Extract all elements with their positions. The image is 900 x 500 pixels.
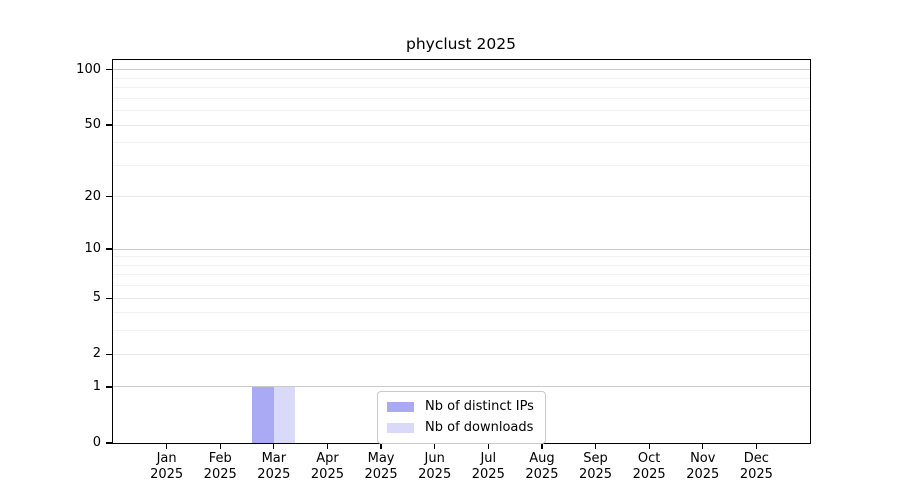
y-gridline	[113, 386, 810, 388]
legend-item-downloads: Nb of downloads	[387, 420, 534, 436]
x-tick-month: Feb	[208, 451, 232, 466]
y-tick-mark	[106, 353, 112, 355]
x-tick-month: Mar	[261, 451, 287, 466]
x-tick-month: Dec	[743, 451, 769, 466]
x-tick-mark	[594, 443, 597, 449]
legend-label-distinct-ips: Nb of distinct IPs	[425, 399, 534, 414]
chart-title: phyclust 2025	[405, 35, 516, 53]
x-tick-mark	[273, 443, 275, 449]
legend-swatch-distinct-ips-icon	[387, 402, 414, 412]
bars-layer	[113, 60, 810, 443]
y-gridline	[113, 248, 810, 250]
y-tick-label: 10	[84, 241, 101, 257]
y-tick-label: 2	[92, 346, 101, 362]
x-tick-mark	[380, 443, 382, 449]
x-tick-year: 2025	[686, 466, 720, 482]
y-gridline-minor	[113, 285, 810, 287]
x-tick-mark	[755, 443, 757, 449]
y-gridline	[113, 196, 810, 198]
y-gridline-minor	[113, 77, 810, 79]
x-tick-label: Dec 2025	[724, 451, 788, 482]
bar-nb-of-distinct-ips	[252, 386, 274, 443]
x-tick-year: 2025	[471, 466, 505, 482]
y-tick-mark	[106, 297, 112, 299]
y-gridline	[113, 353, 810, 355]
y-tick-mark	[106, 248, 112, 250]
x-tick-label: Aug 2025	[510, 451, 574, 482]
y-tick-label: 5	[92, 290, 101, 306]
x-tick-mark	[219, 443, 221, 449]
x-tick-mark	[434, 443, 436, 449]
y-tick-mark	[106, 196, 112, 198]
x-tick-month: Jan	[156, 451, 177, 466]
y-gridline	[113, 124, 810, 126]
x-tick-mark	[166, 443, 168, 449]
x-tick-year: 2025	[203, 466, 237, 482]
y-tick-label: 100	[76, 61, 101, 77]
x-tick-year: 2025	[310, 466, 344, 482]
y-gridline-minor	[113, 256, 810, 258]
gridlines-layer	[113, 60, 810, 443]
x-tick-month: Aug	[529, 451, 555, 466]
x-tick-month: Nov	[690, 451, 716, 466]
legend: Nb of distinct IPs Nb of downloads	[377, 391, 546, 444]
x-tick-year: 2025	[418, 466, 452, 482]
x-tick-label: Apr 2025	[295, 451, 359, 482]
y-tick-label: 50	[84, 117, 101, 133]
x-tick-month: Jul	[480, 451, 497, 466]
x-tick-year: 2025	[739, 466, 773, 482]
ticks-layer: 0 1 2 5 10 20 50 100 Jan 2025 Feb 2025 Mar 2025 Apr 202…	[76, 60, 810, 482]
y-gridline-minor	[113, 110, 810, 112]
x-tick-label: Jan 2025	[135, 451, 199, 482]
x-tick-label: Oct 2025	[617, 451, 681, 482]
x-tick-year: 2025	[257, 466, 291, 482]
x-tick-mark	[702, 443, 704, 449]
x-tick-year: 2025	[150, 466, 184, 482]
x-tick-month: Sep	[583, 451, 608, 466]
x-tick-month: Oct	[637, 451, 661, 466]
x-tick-label: Nov 2025	[671, 451, 735, 482]
x-tick-year: 2025	[632, 466, 666, 482]
legend-label-downloads: Nb of downloads	[425, 420, 534, 435]
y-gridline	[113, 69, 810, 71]
y-gridline	[113, 297, 810, 299]
x-tick-month: Apr	[316, 451, 339, 466]
y-gridline-minor	[113, 330, 810, 332]
y-gridline-minor	[113, 97, 810, 99]
x-tick-mark	[487, 443, 489, 449]
x-tick-label: Sep 2025	[564, 451, 628, 482]
y-gridline-minor	[113, 264, 810, 266]
x-tick-year: 2025	[525, 466, 559, 482]
x-tick-mark	[326, 443, 329, 449]
x-tick-label: Jun 2025	[403, 451, 467, 482]
x-tick-mark	[541, 443, 543, 449]
y-tick-mark	[106, 69, 112, 71]
x-tick-month: May	[367, 451, 395, 466]
y-tick-mark	[106, 124, 112, 126]
x-tick-label: Feb 2025	[188, 451, 252, 482]
x-tick-month: Jun	[424, 451, 445, 466]
legend-swatch-downloads-icon	[387, 423, 414, 433]
x-tick-year: 2025	[578, 466, 613, 482]
y-tick-label: 1	[92, 378, 101, 394]
bar-nb-of-downloads	[273, 386, 296, 443]
y-gridline-minor	[113, 164, 810, 166]
legend-item-distinct-ips: Nb of distinct IPs	[387, 399, 534, 415]
y-gridline-minor	[113, 142, 810, 144]
y-tick-label: 0	[92, 435, 101, 450]
x-tick-label: May 2025	[349, 451, 413, 482]
y-gridline-minor	[113, 312, 810, 314]
y-tick-mark	[106, 386, 112, 388]
y-gridline-minor	[113, 274, 810, 276]
x-tick-label: Jul 2025	[456, 451, 520, 482]
y-tick-label: 20	[84, 188, 101, 204]
y-gridline-minor	[113, 87, 810, 89]
y-tick-mark	[106, 442, 112, 444]
x-tick-label: Mar 2025	[242, 451, 306, 482]
x-tick-mark	[648, 443, 650, 449]
x-tick-year: 2025	[364, 466, 398, 482]
plot-area: 0 1 2 5 10 20 50 100 Jan 2025 Feb 2025 Mar 2025 Apr 202…	[76, 59, 811, 482]
